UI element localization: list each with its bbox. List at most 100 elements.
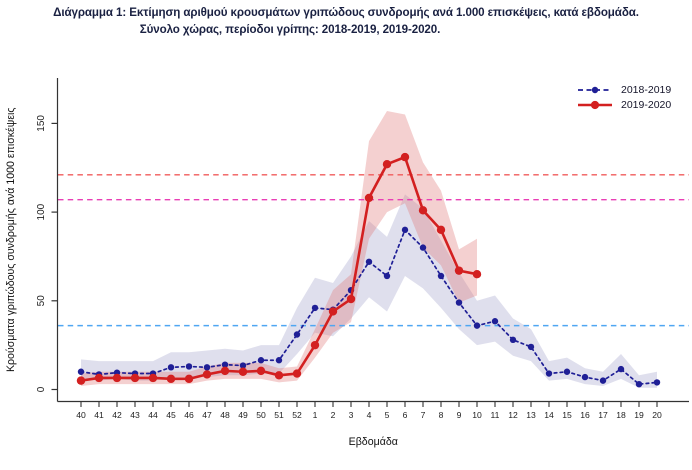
x-tick-label-week-20: 20 — [652, 410, 662, 420]
x-tick-label-week-17: 17 — [598, 410, 608, 420]
x-tick-label-week-41: 41 — [94, 410, 104, 420]
x-tick-label-week-48: 48 — [220, 410, 230, 420]
legend-dashed-line-icon — [578, 86, 612, 93]
data-point-2019-2020-week-4 — [364, 193, 374, 203]
legend-item-2019-2020: 2019-2020 — [576, 97, 671, 112]
data-point-2019-2020-week-2 — [328, 307, 338, 316]
data-point-2018-2019-week-51 — [275, 357, 283, 364]
x-tick-label-week-7: 7 — [421, 410, 426, 420]
data-point-2019-2020-week-46 — [184, 374, 194, 384]
data-point-2018-2019-week-7 — [419, 244, 427, 251]
data-point-2019-2020-week-41 — [94, 373, 104, 383]
data-point-2018-2019-week-14 — [545, 370, 553, 377]
data-point-2018-2019-week-49 — [239, 362, 247, 369]
data-point-2018-2019-week-20 — [653, 379, 661, 386]
data-point-2018-2019-week-15 — [563, 368, 571, 375]
x-tick-label-week-4: 4 — [367, 410, 372, 420]
data-point-2018-2019-week-52 — [293, 331, 301, 338]
x-tick-label-week-16: 16 — [580, 410, 590, 420]
x-tick-label-week-9: 9 — [457, 410, 462, 420]
data-point-2018-2019-week-50 — [257, 357, 265, 364]
data-point-2019-2020-week-6 — [400, 152, 410, 162]
x-tick-label-week-50: 50 — [256, 410, 266, 420]
y-axis-label: Κρούσματα γριπώδους συνδρομής ανά 1000 ε… — [5, 107, 17, 372]
data-point-2019-2020-week-49 — [238, 367, 248, 376]
data-point-2018-2019-week-11 — [491, 318, 499, 325]
data-point-2019-2020-week-40 — [76, 376, 86, 385]
data-point-2018-2019-week-5 — [383, 272, 391, 280]
data-point-2019-2020-week-51 — [274, 371, 284, 380]
x-tick-label-week-6: 6 — [403, 410, 408, 420]
data-point-2019-2020-week-3 — [346, 294, 356, 304]
data-point-2018-2019-week-17 — [599, 377, 607, 384]
data-point-2018-2019-week-13 — [527, 343, 535, 351]
chart-title-line1: Διάγραμμα 1: Εκτίμηση αριθμού κρουσμάτων… — [53, 6, 639, 19]
x-tick-label-week-10: 10 — [472, 410, 482, 420]
x-tick-label-week-12: 12 — [508, 410, 518, 420]
x-tick-label-week-46: 46 — [184, 410, 194, 420]
x-tick-label-week-52: 52 — [292, 410, 302, 420]
legend-item-2018-2019: 2018-2019 — [576, 82, 671, 97]
data-point-2019-2020-week-8 — [436, 225, 446, 235]
data-point-2019-2020-week-48 — [220, 366, 230, 376]
data-point-2019-2020-week-47 — [202, 370, 212, 379]
data-point-2018-2019-week-19 — [635, 380, 643, 388]
x-tick-label-week-13: 13 — [526, 410, 536, 420]
data-point-2018-2019-week-16 — [581, 373, 589, 381]
x-tick-label-week-40: 40 — [76, 410, 86, 420]
x-tick-label-week-18: 18 — [616, 410, 626, 420]
data-point-2019-2020-week-45 — [166, 374, 176, 384]
x-tick-label-week-47: 47 — [202, 410, 212, 420]
data-point-2018-2019-week-46 — [185, 363, 193, 370]
data-point-2019-2020-week-9 — [454, 266, 464, 275]
data-point-2018-2019-week-6 — [401, 226, 409, 234]
legend-solid-line-icon — [578, 100, 612, 109]
data-point-2018-2019-week-8 — [437, 272, 445, 280]
x-tick-label-week-5: 5 — [385, 410, 390, 420]
x-tick-label-week-1: 1 — [313, 410, 318, 420]
y-tick-label-150: 150 — [36, 115, 47, 132]
y-tick-label-100: 100 — [36, 203, 47, 220]
chart-title-line2: Σύνολο χώρας, περίοδοι γρίπης: 2018-2019… — [139, 22, 441, 36]
data-point-2018-2019-week-4 — [365, 258, 373, 265]
x-tick-label-week-14: 14 — [544, 410, 554, 420]
x-tick-label-week-44: 44 — [148, 410, 158, 420]
x-axis-label: Εβδομάδα — [349, 436, 398, 448]
x-tick-label-week-3: 3 — [349, 410, 354, 420]
data-point-2018-2019-week-12 — [509, 336, 517, 344]
data-point-2019-2020-week-44 — [148, 373, 158, 383]
x-tick-label-week-42: 42 — [112, 410, 122, 420]
x-tick-label-week-8: 8 — [439, 410, 444, 420]
data-point-2018-2019-week-1 — [311, 304, 319, 312]
x-tick-label-week-15: 15 — [562, 410, 572, 420]
data-point-2019-2020-week-1 — [310, 340, 320, 350]
x-tick-label-week-19: 19 — [634, 410, 644, 420]
legend-label-2019-2020: 2019-2020 — [621, 98, 672, 111]
y-tick-label-50: 50 — [36, 295, 47, 307]
x-tick-label-week-45: 45 — [166, 410, 176, 420]
data-point-2019-2020-week-10 — [472, 269, 482, 279]
data-point-2018-2019-week-18 — [617, 365, 625, 373]
x-tick-label-week-11: 11 — [491, 410, 500, 420]
x-tick-label-week-49: 49 — [238, 410, 248, 420]
legend-label-2018-2019: 2018-2019 — [621, 83, 672, 96]
data-point-2019-2020-week-7 — [418, 206, 428, 215]
data-point-2019-2020-week-5 — [382, 160, 392, 169]
data-point-2019-2020-week-43 — [130, 373, 140, 383]
data-point-2018-2019-week-47 — [203, 364, 211, 371]
data-point-2018-2019-week-40 — [77, 368, 85, 375]
chart-legend: 2018-2019 2019-2020 — [576, 82, 671, 112]
y-tick-label-0: 0 — [36, 386, 47, 392]
x-tick-label-week-43: 43 — [130, 410, 140, 420]
data-point-2018-2019-week-9 — [455, 299, 463, 306]
x-tick-label-week-2: 2 — [331, 410, 336, 420]
data-point-2019-2020-week-52 — [292, 369, 302, 378]
data-point-2018-2019-week-10 — [473, 322, 481, 329]
x-tick-label-week-51: 51 — [274, 410, 284, 420]
data-point-2019-2020-week-42 — [112, 373, 122, 383]
data-point-2018-2019-week-45 — [167, 364, 175, 371]
data-point-2019-2020-week-50 — [256, 366, 266, 376]
data-point-2018-2019-week-48 — [221, 361, 229, 368]
